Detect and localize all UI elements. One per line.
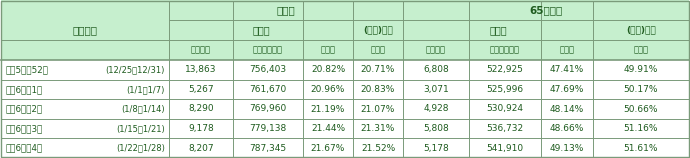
Text: 756,403: 756,403 — [250, 65, 286, 74]
Text: 21.19%: 21.19% — [310, 104, 345, 113]
Text: 51.61%: 51.61% — [624, 144, 658, 153]
Text: 3,071: 3,071 — [423, 85, 449, 94]
Text: 接種率: 接種率 — [371, 46, 386, 55]
Text: 779,138: 779,138 — [249, 124, 286, 133]
Text: 接種者数累計: 接種者数累計 — [490, 46, 520, 55]
Bar — [1, 138, 689, 158]
Text: 接種者数累計: 接種者数累計 — [253, 46, 283, 55]
Text: 集計期間: 集計期間 — [72, 25, 97, 36]
Text: 令和5年第52週: 令和5年第52週 — [6, 65, 49, 74]
Text: 769,960: 769,960 — [249, 104, 286, 113]
Text: 50.17%: 50.17% — [624, 85, 658, 94]
Text: 8,290: 8,290 — [188, 104, 214, 113]
Text: 9,178: 9,178 — [188, 124, 214, 133]
Text: 48.66%: 48.66% — [550, 124, 584, 133]
Text: 47.41%: 47.41% — [550, 65, 584, 74]
Bar — [1, 99, 689, 119]
Text: 787,345: 787,345 — [250, 144, 286, 153]
Text: 21.67%: 21.67% — [310, 144, 345, 153]
Text: 接種率: 接種率 — [320, 46, 335, 55]
Text: 13,863: 13,863 — [185, 65, 217, 74]
Bar — [1, 60, 689, 80]
Text: (12/25～12/31): (12/25～12/31) — [106, 65, 165, 74]
Text: 5,178: 5,178 — [423, 144, 449, 153]
Text: 20.83%: 20.83% — [361, 85, 395, 94]
Bar — [1, 119, 689, 138]
Text: 21.31%: 21.31% — [361, 124, 395, 133]
Text: 522,925: 522,925 — [486, 65, 524, 74]
Text: 48.14%: 48.14% — [550, 104, 584, 113]
Text: 令和6年第2週: 令和6年第2週 — [6, 104, 43, 113]
Text: (1/22～1/28): (1/22～1/28) — [116, 144, 165, 153]
Text: 接種率: 接種率 — [560, 46, 575, 55]
Text: 47.69%: 47.69% — [550, 85, 584, 94]
Text: 20.82%: 20.82% — [311, 65, 345, 74]
Text: 令和6年第3週: 令和6年第3週 — [6, 124, 43, 133]
Text: 20.71%: 20.71% — [361, 65, 395, 74]
Text: 令和6年第1週: 令和6年第1週 — [6, 85, 43, 94]
Bar — [1, 80, 689, 99]
Text: 21.44%: 21.44% — [311, 124, 345, 133]
Text: 530,924: 530,924 — [486, 104, 524, 113]
Text: 761,670: 761,670 — [249, 85, 286, 94]
Text: 51.16%: 51.16% — [624, 124, 658, 133]
Text: 21.07%: 21.07% — [361, 104, 395, 113]
Text: 令和6年第4週: 令和6年第4週 — [6, 144, 43, 153]
Text: (1/8～1/14): (1/8～1/14) — [121, 104, 165, 113]
Text: 525,996: 525,996 — [486, 85, 524, 94]
Text: 静岡県: 静岡県 — [252, 25, 270, 35]
Text: 4,928: 4,928 — [423, 104, 448, 113]
Bar — [1, 0, 689, 60]
Text: 6,808: 6,808 — [423, 65, 449, 74]
Text: 5,808: 5,808 — [423, 124, 449, 133]
Text: 20.96%: 20.96% — [310, 85, 345, 94]
Text: 65歳以上: 65歳以上 — [529, 6, 562, 15]
Text: 49.91%: 49.91% — [624, 65, 658, 74]
Text: 静岡県: 静岡県 — [489, 25, 507, 35]
Text: (参考)全国: (参考)全国 — [626, 25, 656, 34]
Text: 536,732: 536,732 — [486, 124, 524, 133]
Text: (参考)全国: (参考)全国 — [363, 25, 393, 34]
Text: 接種者数: 接種者数 — [426, 46, 446, 55]
Text: (1/1～1/7): (1/1～1/7) — [127, 85, 165, 94]
Text: 8,207: 8,207 — [188, 144, 214, 153]
Text: 50.66%: 50.66% — [624, 104, 658, 113]
Text: 21.52%: 21.52% — [361, 144, 395, 153]
Text: (1/15～1/21): (1/15～1/21) — [116, 124, 165, 133]
Text: 541,910: 541,910 — [486, 144, 524, 153]
Text: 5,267: 5,267 — [188, 85, 214, 94]
Text: 接種率: 接種率 — [633, 46, 649, 55]
Text: 全年代: 全年代 — [277, 6, 295, 15]
Text: 接種者数: 接種者数 — [191, 46, 211, 55]
Text: 49.13%: 49.13% — [550, 144, 584, 153]
